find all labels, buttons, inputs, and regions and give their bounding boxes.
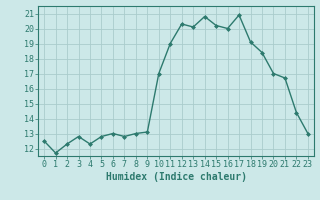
X-axis label: Humidex (Indice chaleur): Humidex (Indice chaleur)	[106, 172, 246, 182]
